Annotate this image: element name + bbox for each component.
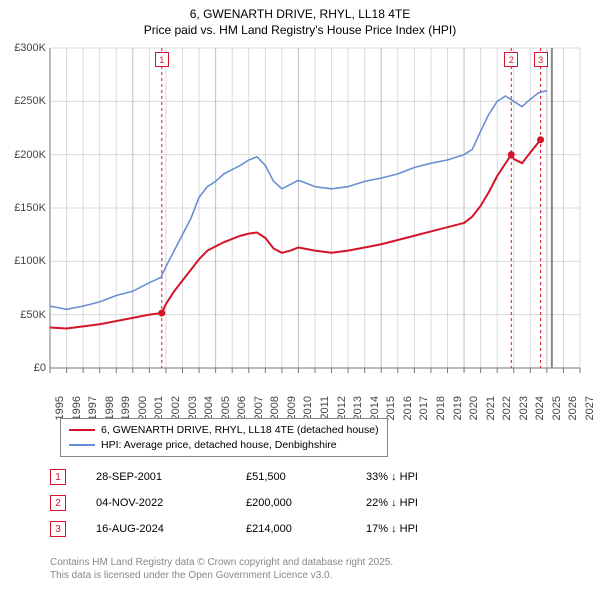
y-tick-label: £50K (4, 309, 46, 321)
footer-line1: Contains HM Land Registry data © Crown c… (50, 556, 393, 569)
x-tick-label: 2021 (485, 396, 497, 436)
chart-sale-marker: 1 (155, 52, 169, 67)
marker-delta: 33% ↓ HPI (366, 471, 486, 483)
x-tick-label: 2020 (468, 396, 480, 436)
marker-row: 1 28-SEP-2001 £51,500 33% ↓ HPI (50, 464, 486, 490)
marker-date: 28-SEP-2001 (96, 471, 246, 483)
x-tick-label: 2027 (584, 396, 596, 436)
marker-price: £214,000 (246, 523, 366, 535)
y-tick-label: £100K (4, 255, 46, 267)
legend-row: HPI: Average price, detached house, Denb… (69, 438, 379, 453)
marker-date: 16-AUG-2024 (96, 523, 246, 535)
marker-number-box: 1 (50, 469, 66, 485)
title-line1: 6, GWENARTH DRIVE, RHYL, LL18 4TE (0, 6, 600, 22)
marker-delta: 17% ↓ HPI (366, 523, 486, 535)
marker-table: 1 28-SEP-2001 £51,500 33% ↓ HPI 2 04-NOV… (50, 464, 486, 542)
x-tick-label: 2017 (418, 396, 430, 436)
legend-row: 6, GWENARTH DRIVE, RHYL, LL18 4TE (detac… (69, 423, 379, 438)
legend-swatch-hpi (69, 444, 95, 446)
legend-swatch-price-paid (69, 429, 95, 431)
legend-label: HPI: Average price, detached house, Denb… (101, 438, 337, 453)
y-tick-label: £0 (4, 362, 46, 374)
chart-sale-marker: 2 (504, 52, 518, 67)
marker-row: 3 16-AUG-2024 £214,000 17% ↓ HPI (50, 516, 486, 542)
x-tick-label: 2016 (402, 396, 414, 436)
marker-price: £200,000 (246, 497, 366, 509)
legend: 6, GWENARTH DRIVE, RHYL, LL18 4TE (detac… (60, 418, 388, 457)
footer-line2: This data is licensed under the Open Gov… (50, 569, 393, 582)
marker-number-box: 2 (50, 495, 66, 511)
chart-area: £0£50K£100K£150K£200K£250K£300K199519961… (50, 48, 580, 368)
chart-container: 6, GWENARTH DRIVE, RHYL, LL18 4TE Price … (0, 0, 600, 590)
x-tick-label: 2024 (534, 396, 546, 436)
y-tick-label: £250K (4, 95, 46, 107)
chart-svg (50, 48, 580, 368)
x-tick-label: 2025 (551, 396, 563, 436)
marker-delta: 22% ↓ HPI (366, 497, 486, 509)
y-tick-label: £300K (4, 42, 46, 54)
x-tick-label: 2023 (518, 396, 530, 436)
chart-sale-marker: 3 (534, 52, 548, 67)
title-block: 6, GWENARTH DRIVE, RHYL, LL18 4TE Price … (0, 0, 600, 38)
y-tick-label: £200K (4, 149, 46, 161)
footer-note: Contains HM Land Registry data © Crown c… (50, 556, 393, 582)
x-tick-label: 2026 (567, 396, 579, 436)
x-tick-label: 2022 (501, 396, 513, 436)
y-tick-label: £150K (4, 202, 46, 214)
legend-label: 6, GWENARTH DRIVE, RHYL, LL18 4TE (detac… (101, 423, 379, 438)
x-tick-label: 2018 (435, 396, 447, 436)
marker-number-box: 3 (50, 521, 66, 537)
marker-price: £51,500 (246, 471, 366, 483)
x-tick-label: 2019 (452, 396, 464, 436)
title-line2: Price paid vs. HM Land Registry's House … (0, 22, 600, 38)
marker-date: 04-NOV-2022 (96, 497, 246, 509)
marker-row: 2 04-NOV-2022 £200,000 22% ↓ HPI (50, 490, 486, 516)
